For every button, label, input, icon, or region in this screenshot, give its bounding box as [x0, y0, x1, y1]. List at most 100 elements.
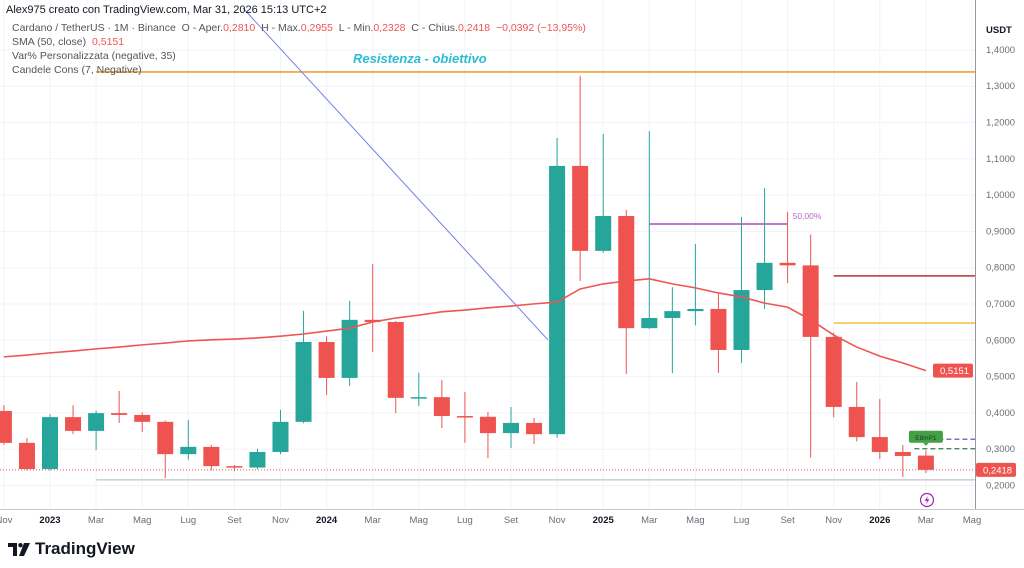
sma-legend[interactable]: SMA (50, close) 0,5151 — [12, 35, 586, 49]
x-tick-label: 2023 — [39, 515, 60, 526]
y-tick-label: 1,0000 — [986, 190, 1015, 201]
candle-body — [88, 413, 105, 431]
candle-body — [802, 265, 819, 337]
price-label-badge — [933, 363, 973, 378]
tradingview-logo-text: TradingView — [35, 539, 135, 558]
close-value: 0,2418 — [457, 22, 491, 34]
entry-tag-label: E8mP1 — [915, 435, 937, 442]
price-axis[interactable]: 1,4000 1,3000 1,2000 1,1000 1,0000 0,9000 0,80… — [933, 45, 1016, 492]
change-value: −0,0392 (−13,95%) — [495, 22, 586, 34]
x-tick-label: Nov — [549, 515, 566, 526]
x-tick-label: Mar — [88, 515, 104, 526]
candle-body — [272, 421, 289, 452]
candle-body — [848, 406, 865, 438]
candle-body — [456, 416, 473, 418]
x-tick-label: Nov — [272, 515, 289, 526]
tradingview-logo-icon — [8, 542, 30, 556]
candle-body — [157, 421, 174, 455]
x-tick-label: Lug — [734, 515, 750, 526]
candle-body — [664, 311, 681, 319]
sma-label: SMA (50, close) — [12, 36, 87, 48]
candle-body — [894, 451, 911, 456]
candle-body — [710, 308, 727, 350]
candle-body — [0, 410, 12, 443]
candle-body — [295, 341, 312, 422]
x-tick-label: 2024 — [316, 515, 338, 526]
candle-body — [341, 319, 358, 378]
y-tick-label: 1,2000 — [986, 118, 1015, 129]
trend-line — [242, 7, 549, 341]
candle-body — [779, 262, 796, 266]
y-tick-label: 0,5000 — [986, 372, 1015, 383]
symbol-legend: Cardano / TetherUS · 1M · Binance O - Ap… — [12, 21, 586, 35]
candle-body — [917, 455, 934, 470]
y-tick-label: 0,9000 — [986, 226, 1015, 237]
entry-tag-pointer — [922, 442, 929, 446]
x-tick-label: Mar — [918, 515, 934, 526]
candle-body — [503, 422, 519, 434]
y-tick-label: 0,2000 — [986, 481, 1015, 492]
candle-body — [18, 442, 35, 470]
indicator-legend[interactable]: Var% Personalizzata (negative, 35) — [12, 50, 176, 62]
price-label-text: 0,5151 — [940, 366, 969, 377]
candle-body — [318, 341, 335, 378]
candle-body — [134, 414, 151, 422]
x-tick-label: Mag — [133, 515, 151, 526]
candles — [0, 75, 934, 479]
y-tick-label: 0,8000 — [986, 263, 1015, 274]
symbol-name[interactable]: Cardano / TetherUS · 1M · Binance — [12, 22, 176, 34]
candle-body — [572, 165, 589, 251]
candle-body — [871, 437, 888, 452]
candle-body — [410, 397, 427, 399]
currency-label: USDT — [986, 25, 1012, 36]
candle-body — [42, 417, 58, 470]
resistance-label: Resistenza - obiettivo — [353, 51, 487, 66]
x-tick-label: Nov — [825, 515, 842, 526]
x-tick-label: Mar — [365, 515, 381, 526]
price-label-text: 0,2418 — [983, 465, 1012, 476]
candle-body — [364, 319, 381, 323]
y-tick-label: 0,4000 — [986, 408, 1015, 419]
x-tick-label: Set — [227, 515, 242, 526]
sma-value: 0,5151 — [91, 36, 125, 48]
open-label: O - Aper. — [181, 22, 224, 34]
candle-body — [111, 413, 128, 415]
high-value: 0,2955 — [300, 22, 333, 34]
candle-body — [526, 422, 543, 435]
time-axis[interactable]: Nov 2023 Mar Mag Lug Set Nov 2024 Mar Mag Lug Set No… — [0, 515, 981, 526]
high-label: H - Max. — [261, 22, 301, 34]
price-label-badge — [976, 462, 1016, 477]
candle-body — [387, 322, 404, 398]
x-tick-label: Mag — [410, 515, 428, 526]
candle-body — [595, 216, 612, 251]
candle-body — [618, 216, 635, 329]
y-tick-label: 1,1000 — [986, 154, 1015, 165]
drawings — [0, 7, 975, 481]
candle-body — [479, 416, 496, 434]
candle-body — [756, 262, 773, 291]
low-label: L - Min. — [338, 22, 374, 34]
candle-body — [249, 451, 266, 468]
x-tick-label: Set — [504, 515, 519, 526]
x-tick-label: Mar — [641, 515, 657, 526]
candle-body — [180, 446, 197, 455]
y-tick-label: 0,6000 — [986, 335, 1015, 346]
indicator-legend[interactable]: Candele Cons (7, Negative) — [12, 64, 142, 76]
chart-header: Alex975 creato con TradingView.com, Mar … — [6, 4, 327, 16]
fib-level-label: 50,00% — [793, 211, 822, 221]
candle-body — [549, 165, 566, 435]
x-tick-label: Nov — [0, 515, 13, 526]
x-tick-label: Set — [780, 515, 795, 526]
candle-body — [203, 446, 220, 467]
candle-body — [825, 336, 842, 407]
x-tick-label: Mag — [963, 515, 981, 526]
y-tick-label: 0,7000 — [986, 299, 1015, 310]
tradingview-logo[interactable]: TradingView — [8, 539, 135, 559]
annotations: Resistenza - obiettivo 50,00% E8mP1 — [353, 51, 943, 446]
x-tick-label: 2025 — [593, 515, 615, 526]
y-tick-label: 1,4000 — [986, 45, 1015, 56]
lightning-icon[interactable] — [919, 492, 935, 508]
candle-body — [65, 417, 82, 431]
sma-line — [3, 278, 927, 372]
